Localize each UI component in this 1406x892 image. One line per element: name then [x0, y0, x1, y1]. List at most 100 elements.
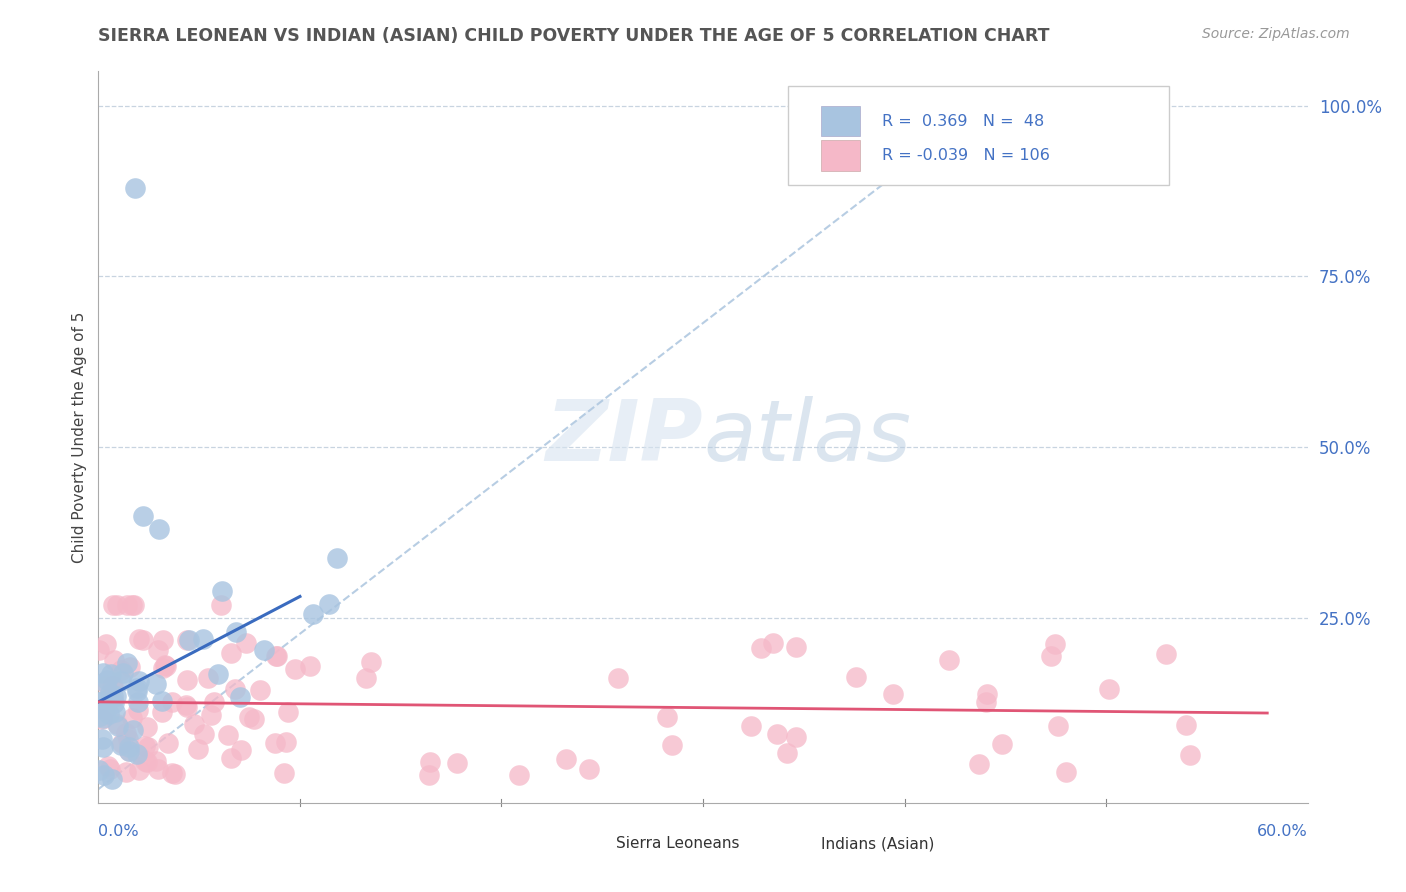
Point — [103, 653, 125, 667]
Point — [89, 709, 111, 723]
Point — [146, 643, 169, 657]
Text: atlas: atlas — [703, 395, 911, 479]
Point — [974, 696, 997, 710]
Text: Indians (Asian): Indians (Asian) — [821, 837, 935, 851]
Point — [118, 739, 141, 754]
Point — [152, 633, 174, 648]
Point — [93, 694, 115, 708]
Point — [110, 663, 132, 677]
Point — [1047, 719, 1070, 733]
Point — [91, 665, 114, 680]
Point — [508, 767, 530, 781]
Point — [200, 707, 222, 722]
Point — [191, 632, 214, 646]
Point — [97, 707, 120, 722]
Point — [124, 180, 146, 194]
Point — [938, 653, 960, 667]
Point — [225, 625, 247, 640]
Point — [217, 728, 239, 742]
Point — [104, 705, 127, 719]
Point — [94, 702, 117, 716]
Point — [155, 659, 177, 673]
Point — [229, 690, 252, 705]
Point — [1097, 681, 1119, 696]
Point — [273, 766, 295, 780]
Point — [277, 705, 299, 719]
Point — [110, 738, 132, 752]
Text: 0.0%: 0.0% — [98, 823, 139, 838]
Point — [135, 755, 157, 769]
Point — [118, 744, 141, 758]
Point — [91, 694, 114, 708]
Point — [114, 764, 136, 779]
Point — [211, 584, 233, 599]
Point — [360, 655, 382, 669]
Point — [127, 747, 149, 761]
Point — [128, 674, 150, 689]
Point — [749, 641, 772, 656]
Point — [96, 678, 118, 692]
Y-axis label: Child Poverty Under the Age of 5: Child Poverty Under the Age of 5 — [72, 311, 87, 563]
Point — [299, 659, 322, 673]
Point — [263, 736, 285, 750]
Point — [132, 508, 155, 523]
Point — [661, 738, 683, 752]
Point — [101, 680, 124, 694]
Text: 60.0%: 60.0% — [1257, 823, 1308, 838]
Point — [740, 719, 762, 733]
Point — [150, 706, 173, 720]
Point — [117, 731, 139, 746]
Point — [193, 727, 215, 741]
Point — [103, 696, 125, 710]
Point — [145, 755, 167, 769]
Point — [176, 673, 198, 687]
Point — [96, 637, 118, 651]
Point — [100, 666, 122, 681]
Point — [127, 681, 149, 696]
Point — [98, 686, 121, 700]
Point — [105, 717, 128, 731]
Point — [121, 598, 143, 612]
Point — [775, 747, 797, 761]
Point — [991, 737, 1014, 751]
Point — [446, 756, 468, 770]
Point — [1043, 637, 1066, 651]
Text: R =  0.369   N =  48: R = 0.369 N = 48 — [882, 113, 1045, 128]
Point — [91, 712, 114, 726]
Point — [183, 717, 205, 731]
Point — [89, 763, 111, 777]
Point — [179, 632, 201, 647]
Point — [354, 671, 377, 685]
Point — [219, 751, 242, 765]
Point — [229, 743, 252, 757]
Point — [162, 695, 184, 709]
Point — [128, 763, 150, 777]
Point — [326, 551, 349, 566]
Point — [115, 656, 138, 670]
Point — [266, 649, 288, 664]
Point — [127, 695, 149, 709]
Point — [117, 744, 139, 758]
Point — [249, 682, 271, 697]
Bar — [821, 140, 860, 171]
Point — [136, 720, 159, 734]
Point — [1174, 718, 1197, 732]
Point — [976, 687, 998, 701]
Point — [242, 712, 264, 726]
Point — [90, 732, 112, 747]
Point — [274, 735, 297, 749]
Point — [111, 736, 134, 750]
Point — [235, 636, 257, 650]
Bar — [821, 106, 860, 136]
Point — [165, 767, 187, 781]
Text: SIERRA LEONEAN VS INDIAN (ASIAN) CHILD POVERTY UNDER THE AGE OF 5 CORRELATION CH: SIERRA LEONEAN VS INDIAN (ASIAN) CHILD P… — [98, 27, 1050, 45]
Point — [136, 739, 159, 754]
Point — [187, 742, 209, 756]
Point — [845, 670, 868, 684]
Point — [606, 671, 628, 685]
Point — [98, 762, 121, 776]
Point — [209, 598, 232, 612]
Point — [128, 632, 150, 647]
Point — [103, 689, 125, 703]
Point — [152, 661, 174, 675]
